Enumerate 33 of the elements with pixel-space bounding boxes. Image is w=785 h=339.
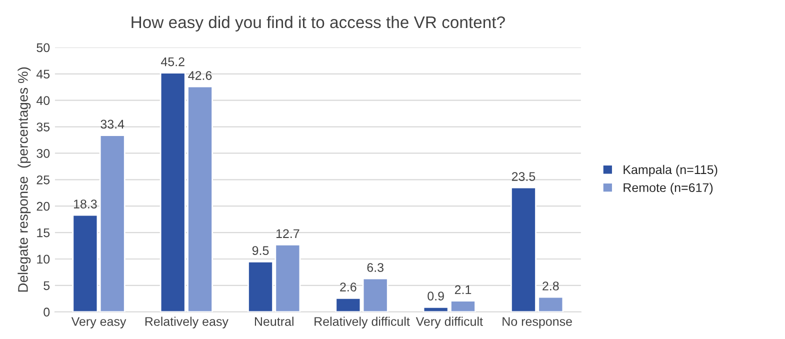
y-tick-label: 25 [36, 175, 50, 184]
x-tick-label: Very difficult [416, 316, 483, 328]
data-label: 2.6 [340, 282, 356, 292]
chart-title: How easy did you find it to access the VR content? [132, 16, 505, 32]
y-tick-label: 30 [36, 149, 50, 158]
y-tick-label: 5 [44, 281, 50, 290]
x-tick-label: No response [502, 317, 572, 328]
y-tick-label: 45 [36, 70, 50, 79]
data-label: 6.3 [367, 263, 384, 272]
data-label: 9.5 [252, 246, 269, 256]
y-tick-label: 35 [36, 122, 50, 132]
x-tick-label: Neutral [254, 316, 294, 326]
data-label: 33.4 [100, 120, 124, 129]
data-label: 12.7 [276, 229, 300, 238]
data-label: 45.2 [160, 57, 184, 66]
x-tick-label: Relatively easy [145, 316, 228, 328]
legend-label: Remote (n=617) [624, 182, 713, 195]
x-tick-label: Very easy [71, 317, 126, 328]
y-tick-label: 15 [37, 228, 50, 238]
data-label: 0.9 [428, 292, 444, 300]
y-axis-title: Delegate response (percentages %) [18, 67, 31, 292]
data-label: 2.1 [454, 285, 472, 294]
data-label: 42.6 [188, 71, 212, 80]
y-tick-label: 0 [44, 308, 50, 317]
data-label: 23.5 [512, 172, 536, 181]
data-label: 18.3 [74, 200, 97, 208]
legend-label: Kampala (n=115) [624, 164, 718, 177]
data-label: 2.8 [542, 282, 559, 290]
y-tick-label: 20 [36, 202, 50, 211]
y-tick-label: 50 [36, 43, 50, 52]
y-tick-label: 10 [37, 254, 50, 264]
x-tick-label: Relatively difficult [314, 316, 410, 328]
y-tick-label: 40 [36, 96, 50, 105]
